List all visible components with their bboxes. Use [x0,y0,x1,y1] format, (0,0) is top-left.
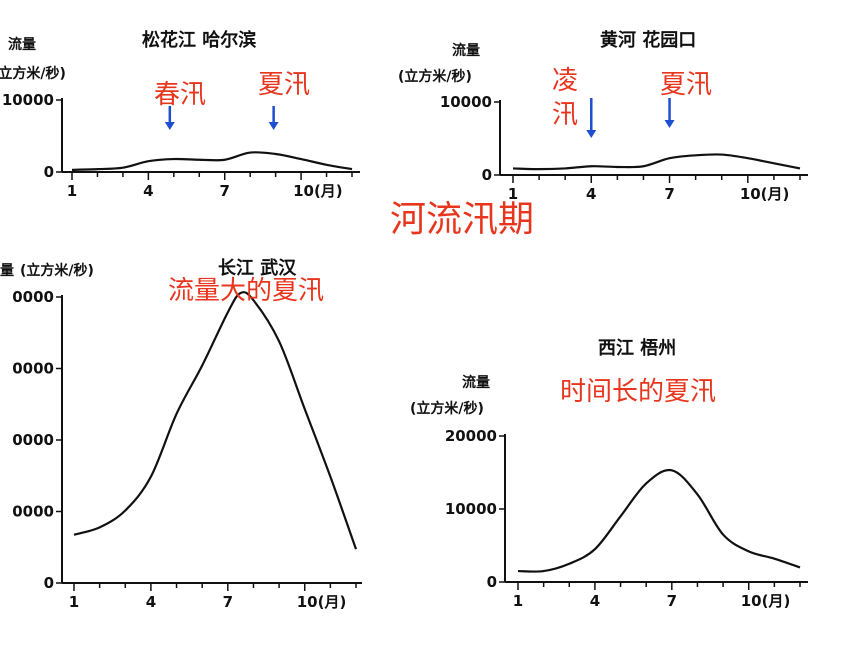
chart1-y-tick-label: 10000 [2,91,54,109]
chart1-x-tick-label: 7 [220,182,230,200]
chart2-flow-label: 流量 [452,43,480,59]
chart3-x-tick-label: 7 [223,593,233,611]
chart1-x-tick-label: 4 [143,182,153,200]
chart3-flow-label: 流量 [0,263,14,279]
chart2-annotation-arrowhead [664,120,675,128]
chart2-x-tick-label: 4 [586,185,596,203]
chart2-y-tick-label: 10000 [440,93,492,111]
chart1-y-tick-label: 0 [44,163,54,181]
chart1-annotation-arrowhead [164,122,175,130]
main-title: 河流汛期 [390,199,535,240]
chart3-x-tick-label: 10(月) [297,593,347,611]
chart4-annotation: 时间长的夏汛 [560,377,717,407]
chart2-annotation-arrowhead [586,130,597,138]
chart3-x-tick-label: 4 [146,593,156,611]
chart4-flow-line [517,468,801,573]
chart2-x-tick-label: 7 [664,185,674,203]
chart1-title: 松花江 哈尔滨 [142,30,257,51]
chart2-unit-label: (立方米/秒) [398,69,472,85]
chart2-annotation-ice: 凌汛 [552,66,579,130]
chart1-unit-label: (立方米/秒) [0,66,66,82]
chart1-annotation-arrowhead [268,122,279,130]
chart3-x-tick-label: 1 [69,593,79,611]
chart2-y-tick-label: 0 [482,166,492,184]
chart3-annotation: 流量大的夏汛 [168,276,325,306]
chart2-x-tick-label: 1 [508,185,518,203]
chart1-annotation-summer: 夏汛 [258,70,311,100]
chart4-flow-label: 流量 [462,375,490,391]
chart4-unit-label: (立方米/秒) [410,401,484,417]
chart4-y-tick-label: 20000 [445,427,497,445]
chart3-y-tick-label: 0000 [12,360,54,378]
chart3-y-tick-label: 0000 [12,503,54,521]
chart3-y-tick-label: 0000 [12,431,54,449]
chart3-unit-label: (立方米/秒) [20,263,94,279]
chart1-x-tick-label: 1 [67,182,77,200]
chart1-x-tick-label: 10(月) [293,182,343,200]
chart3-y-tick-label: 0 [44,574,54,592]
chart2-x-tick-label: 10(月) [740,185,790,203]
chart2-annotation-summer: 夏汛 [660,70,713,100]
chart2-title: 黄河 花园口 [600,30,697,51]
chart4-x-tick-label: 4 [590,592,600,610]
chart1-annotation-spring: 春汛 [154,80,207,110]
chart2-flow-line [512,153,801,171]
chart3-title: 长江 武汉 [218,258,297,279]
chart1-flow-label: 流量 [8,37,36,53]
chart3-y-tick-label: 0000 [12,288,54,306]
chart4-x-tick-label: 10(月) [741,592,791,610]
chart4-x-tick-label: 7 [667,592,677,610]
chart1-flow-line [71,151,353,171]
chart4-x-tick-label: 1 [513,592,523,610]
chart4-y-tick-label: 0 [487,573,497,591]
chart4-title: 西江 梧州 [598,338,677,359]
chart4-y-tick-label: 10000 [445,500,497,518]
chart3-flow-line [73,291,358,550]
